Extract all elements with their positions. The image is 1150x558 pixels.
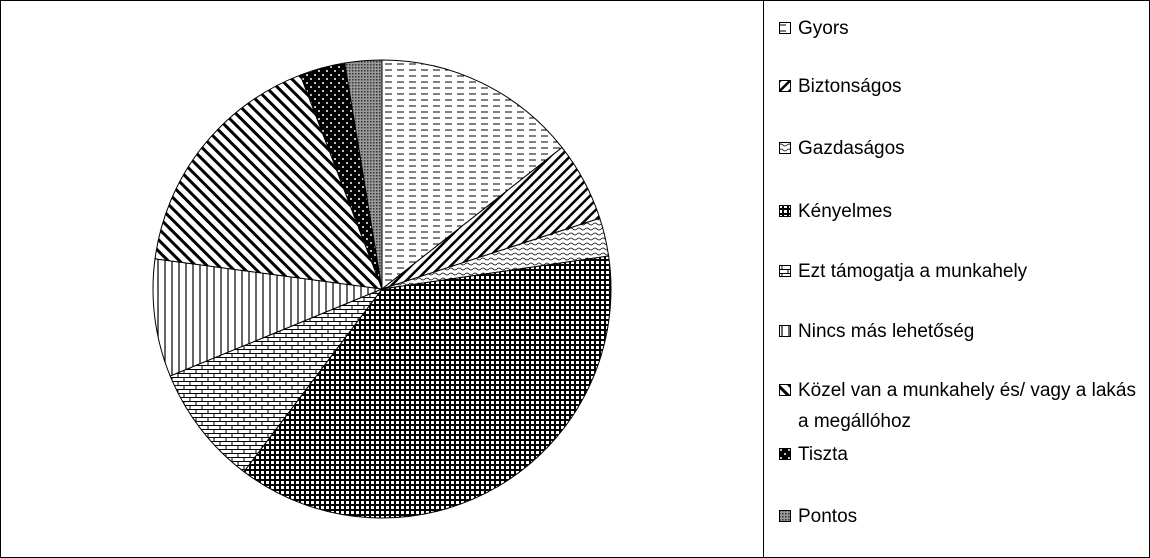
legend-swatch	[779, 205, 791, 217]
legend-label: Pontos	[798, 506, 858, 527]
legend-label: Gyors	[798, 18, 849, 39]
divider	[763, 1, 764, 557]
legend-entry: Biztonságos	[779, 71, 1139, 102]
legend-swatch	[779, 325, 791, 337]
legend-swatch	[779, 142, 791, 154]
legend-label: Kényelmes	[798, 201, 892, 222]
pie-slice	[381, 59, 563, 291]
legend-entry: Nincs más lehetőség	[779, 316, 1139, 347]
legend-label: Nincs más lehetőség	[798, 321, 975, 342]
legend-label: Gazdaságos	[798, 138, 905, 159]
legend-entry: Kényelmes	[779, 196, 1139, 227]
pie-area	[152, 59, 612, 519]
legend-swatch	[779, 265, 791, 277]
pie-slice	[154, 74, 383, 290]
legend-swatch	[779, 448, 791, 460]
legend-entry: Gyors	[779, 13, 1139, 44]
legend-entry: Ezt támogatja a munkahely	[779, 256, 1139, 287]
legend-label: Biztonságos	[798, 76, 902, 97]
pie-slice	[169, 287, 384, 473]
legend-entry: Gazdaságos	[779, 133, 1139, 164]
pie-slice	[152, 258, 384, 377]
legend-swatch	[779, 384, 791, 396]
legend-entry: Pontos	[779, 501, 1139, 532]
legend-label: Tiszta	[798, 444, 848, 465]
legend-swatch	[779, 510, 791, 522]
legend-entry: Tiszta	[779, 439, 1139, 470]
legend-swatch	[779, 80, 791, 92]
legend-swatch	[779, 22, 791, 34]
pie-slice	[243, 255, 612, 519]
legend-label: Ezt támogatja a munkahely	[798, 261, 1028, 282]
legend-entry: Közel van a munkahely és/ vagy a lakás a…	[779, 375, 1139, 437]
legend-label: Közel van a munkahely és/ vagy a lakás a…	[798, 380, 1136, 432]
pie-slice	[344, 59, 383, 290]
